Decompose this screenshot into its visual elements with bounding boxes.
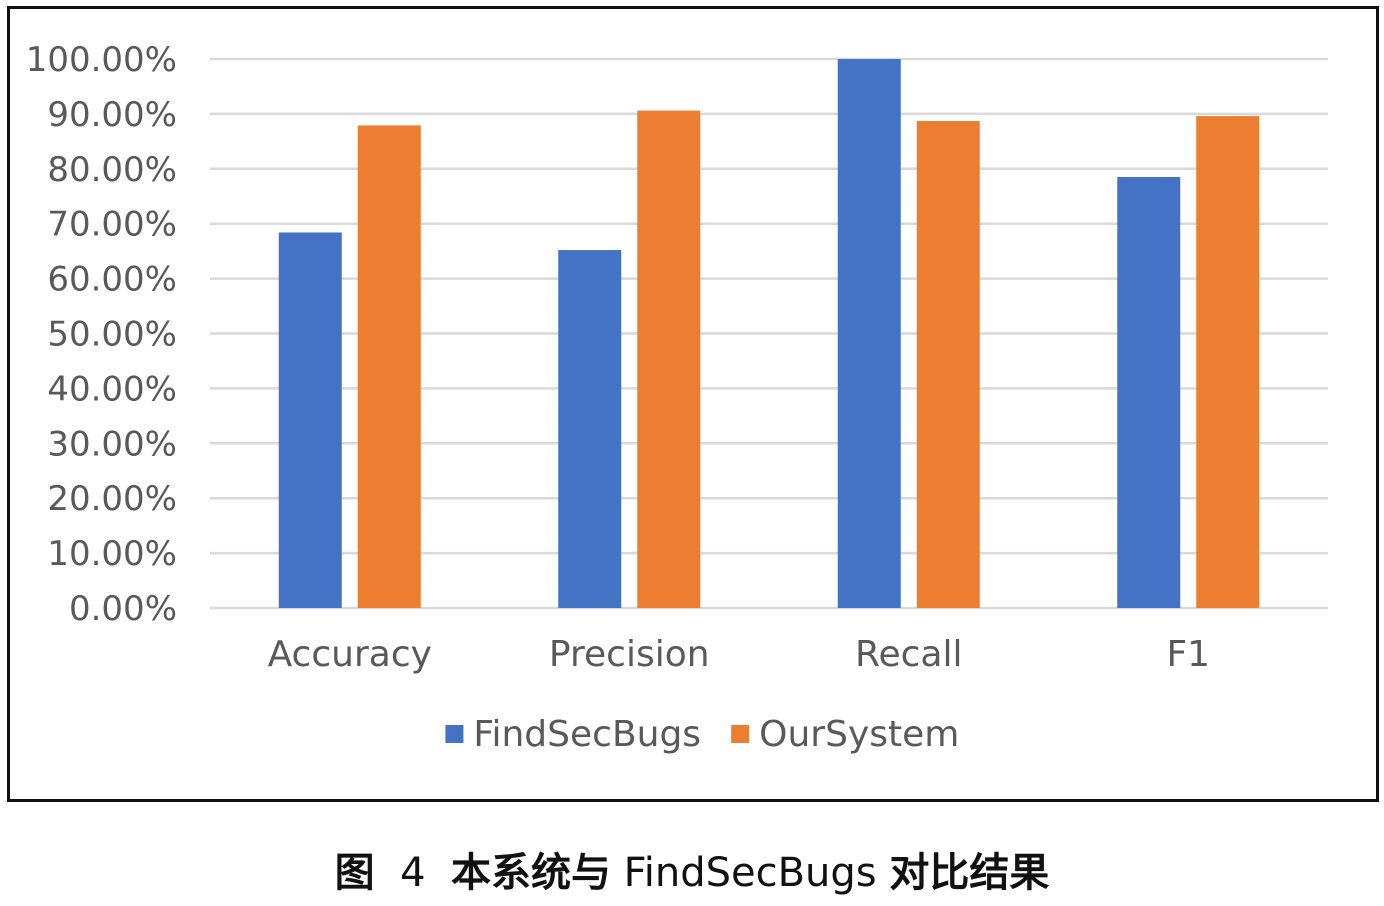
bar-oursystem-recall bbox=[916, 121, 980, 609]
y-axis-ticks: 0.00% 10.00% 20.00% 30.00% 40.00% 50.00% 60.00… bbox=[26, 40, 177, 629]
caption-tool-name: FindSecBugs bbox=[623, 850, 877, 896]
x-axis-ticks: Accuracy Precision Recall F1 bbox=[268, 634, 1210, 675]
legend-label-oursystem: OurSystem bbox=[759, 714, 959, 755]
legend-label-findsecbugs: FindSecBugs bbox=[473, 714, 701, 755]
y-tick-label: 100.00% bbox=[26, 40, 177, 80]
y-tick-label: 30.00% bbox=[47, 424, 177, 464]
x-tick-label: Precision bbox=[549, 634, 710, 675]
caption-figure-label: 图 bbox=[334, 850, 375, 896]
x-tick-label: Recall bbox=[855, 634, 962, 675]
bar-findsecbugs-f1 bbox=[1117, 177, 1181, 608]
caption-text-before: 本系统与 bbox=[450, 850, 611, 896]
bars bbox=[278, 59, 1260, 609]
y-tick-label: 20.00% bbox=[47, 479, 177, 519]
bar-findsecbugs-precision bbox=[558, 250, 622, 608]
legend-swatch-oursystem bbox=[731, 725, 750, 743]
bar-findsecbugs-accuracy bbox=[278, 232, 342, 608]
x-tick-label: F1 bbox=[1166, 634, 1210, 675]
y-tick-label: 70.00% bbox=[47, 205, 177, 245]
bar-oursystem-accuracy bbox=[357, 125, 421, 608]
y-tick-label: 50.00% bbox=[47, 315, 177, 355]
legend: FindSecBugs OurSystem bbox=[445, 714, 959, 755]
y-tick-label: 10.00% bbox=[47, 534, 177, 574]
y-tick-label: 40.00% bbox=[47, 369, 177, 409]
x-tick-label: Accuracy bbox=[268, 634, 432, 675]
y-tick-label: 80.00% bbox=[47, 150, 177, 190]
y-tick-label: 90.00% bbox=[47, 95, 177, 135]
bar-chart: 0.00% 10.00% 20.00% 30.00% 40.00% 50.00% 60.00… bbox=[26, 40, 1328, 755]
bar-oursystem-f1 bbox=[1196, 116, 1260, 608]
figure-caption: 图 4 本系统与 FindSecBugs 对比结果 bbox=[0, 840, 1384, 898]
bar-findsecbugs-recall bbox=[837, 59, 901, 608]
chart-frame: 0.00% 10.00% 20.00% 30.00% 40.00% 50.00% 60.00… bbox=[7, 6, 1379, 802]
y-tick-label: 0.00% bbox=[69, 589, 177, 629]
bar-oursystem-precision bbox=[637, 110, 701, 608]
caption-text-after: 对比结果 bbox=[889, 850, 1050, 896]
y-tick-label: 60.00% bbox=[47, 260, 177, 300]
caption-figure-number: 4 bbox=[400, 850, 426, 896]
legend-swatch-findsecbugs bbox=[445, 725, 464, 743]
